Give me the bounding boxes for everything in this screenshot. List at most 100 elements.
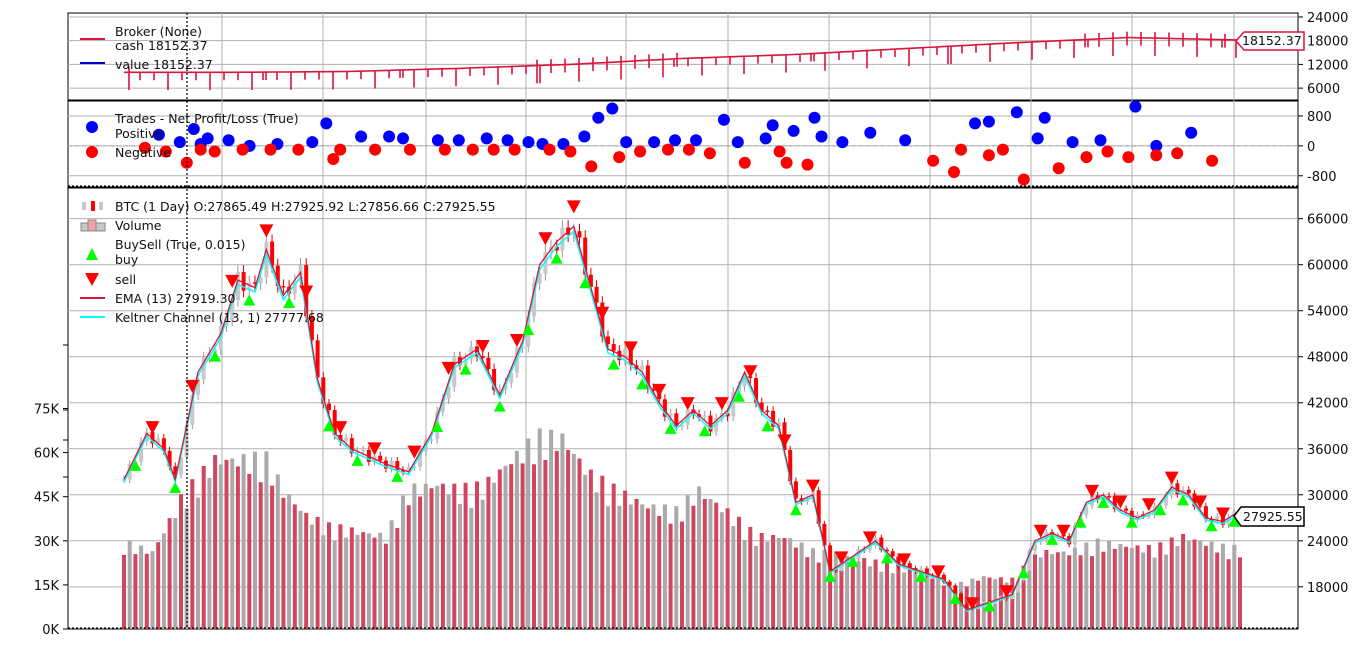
volume-bar-18 — [224, 459, 229, 629]
price-ytick-label-8: 66000 — [1307, 213, 1348, 228]
volume-bar-105 — [719, 512, 724, 629]
volume-bar-193 — [1220, 543, 1225, 629]
volume-bar-83 — [594, 492, 599, 629]
candle-body-193 — [1220, 516, 1225, 525]
candle-body-135 — [890, 551, 895, 557]
volume-bar-175 — [1118, 544, 1123, 629]
candle-body-13 — [196, 379, 200, 395]
volume-bar-124 — [828, 560, 833, 629]
trade-positive-22 — [606, 102, 619, 115]
candle-body-83 — [594, 286, 599, 303]
sell-marker-3 — [259, 224, 274, 238]
volume-bar-135 — [890, 573, 895, 629]
volume-bar-25 — [264, 451, 269, 629]
trade-negative-9 — [334, 143, 347, 156]
trade-negative-5 — [236, 143, 249, 156]
legend-buysell-label: BuySell (True, 0.015) — [115, 237, 245, 252]
volume-bar-123 — [822, 549, 827, 629]
candle-body-98 — [680, 425, 684, 427]
trade-negative-32 — [996, 143, 1009, 156]
legend-negative-label: Negative — [115, 145, 171, 160]
candle-body-70 — [520, 346, 525, 349]
volume-bar-167 — [1072, 547, 1077, 629]
volume-bar-66 — [497, 469, 502, 629]
buy-marker-17 — [698, 425, 711, 437]
candle-body-131 — [867, 545, 872, 551]
sell-marker-27 — [1033, 524, 1048, 538]
buy-marker-16 — [664, 422, 677, 434]
volume-bar-120 — [805, 557, 810, 629]
volume-bar-68 — [509, 464, 514, 629]
volume-bar-70 — [520, 463, 525, 629]
legend-volume-label: Volume — [115, 218, 162, 233]
volume-bar-56 — [440, 483, 445, 629]
candle-body-115 — [776, 422, 781, 427]
candle-body-51 — [412, 466, 417, 469]
candle-body-57 — [446, 386, 451, 399]
volume-bar-81 — [583, 474, 588, 629]
buy-marker-23 — [880, 552, 893, 564]
volume-bar-37 — [332, 541, 337, 629]
volume-bar-93 — [651, 504, 656, 629]
candle-body-118 — [793, 481, 798, 499]
trade-positive-15 — [480, 132, 493, 145]
volume-bar-194 — [1226, 559, 1231, 629]
candle-body-7 — [161, 438, 166, 451]
candle-body-109 — [742, 376, 747, 387]
buy-marker-30 — [1097, 496, 1110, 508]
candle-body-91 — [640, 365, 645, 370]
trade-negative-26 — [780, 156, 793, 169]
volume-bar-128 — [850, 557, 855, 629]
volume-bar-61 — [469, 507, 474, 629]
trade-positive-24 — [648, 136, 661, 149]
volume-bar-129 — [856, 561, 861, 629]
candle-body-19 — [230, 300, 235, 321]
volume-bar-112 — [759, 533, 764, 629]
buy-marker-20 — [789, 504, 802, 516]
trade-negative-29 — [948, 166, 960, 178]
volume-bar-155 — [1004, 582, 1009, 629]
trade-negative-28 — [927, 154, 940, 167]
candle-body-56 — [440, 398, 445, 412]
buy-marker-8 — [431, 420, 444, 432]
candle-body-63 — [480, 356, 485, 358]
volume-bar-16 — [213, 455, 218, 629]
sell-marker-7 — [407, 445, 422, 459]
candle-body-33 — [309, 316, 314, 341]
volume-bar-122 — [816, 562, 821, 629]
legend-value-label: value 18152.37 — [115, 57, 213, 72]
sell-marker-19 — [777, 434, 792, 448]
trade-negative-4 — [208, 145, 221, 158]
volume-bar-29 — [287, 494, 292, 629]
trade-positive-46 — [1185, 126, 1198, 139]
broker-ytick-label-1: 12000 — [1307, 58, 1348, 73]
candle-body-62 — [475, 346, 479, 357]
sell-marker-11 — [538, 232, 553, 246]
volume-bar-92 — [645, 508, 650, 629]
trade-positive-13 — [431, 134, 444, 147]
volume-bar-2 — [133, 554, 138, 629]
volume-bar-190 — [1203, 545, 1208, 629]
trade-negative-31 — [982, 149, 995, 162]
candle-body-123 — [822, 523, 827, 546]
volume-bar-98 — [680, 521, 684, 629]
volume-bar-195 — [1232, 544, 1237, 629]
volume-bar-99 — [685, 495, 690, 629]
buy-marker-35 — [1228, 515, 1241, 527]
sell-marker-29 — [1084, 484, 1099, 498]
volume-bar-50 — [406, 505, 411, 629]
sell-marker-17 — [714, 397, 729, 411]
volume-bar-118 — [793, 547, 798, 629]
volume-bar-23 — [253, 451, 257, 629]
sell-marker-30 — [1113, 495, 1128, 509]
volume-bar-58 — [452, 483, 457, 629]
candle-body-28 — [281, 286, 286, 288]
price-ytick-label-0: 18000 — [1307, 581, 1348, 596]
trade-positive-45 — [1150, 139, 1163, 152]
volume-bar-6 — [156, 542, 161, 629]
sell-marker-0 — [145, 421, 160, 435]
volume-bar-36 — [327, 522, 331, 629]
volume-bar-9 — [173, 517, 178, 629]
candle-body-42 — [361, 450, 366, 452]
volume-bar-97 — [674, 506, 679, 629]
